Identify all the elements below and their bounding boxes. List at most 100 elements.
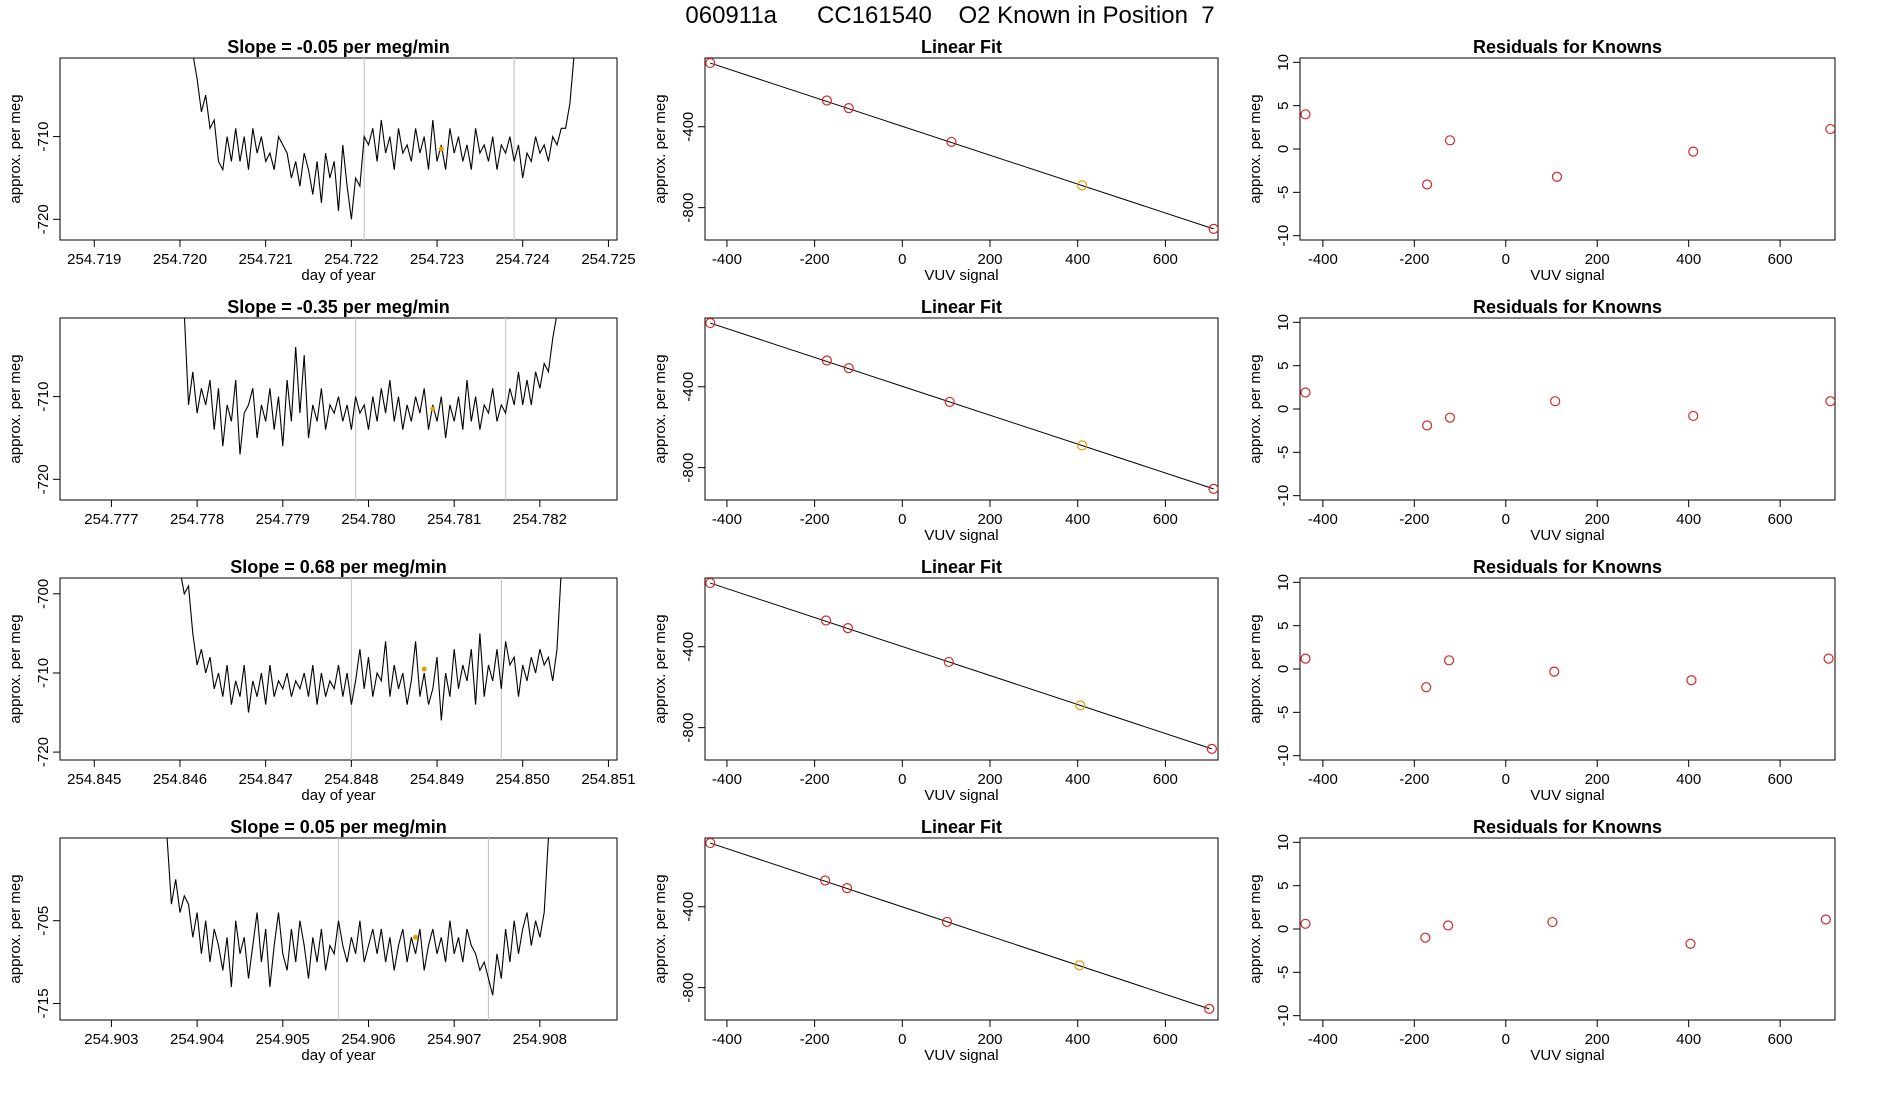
y-tick-label: -400 (680, 892, 697, 922)
data-point (820, 875, 831, 886)
panel-time-series-row-3: Slope = 0.68 per meg/min 254.845 254.846 25… (7, 557, 636, 804)
x-tick-label: 0 (1502, 1031, 1510, 1048)
x-axis-label: VUV signal (1530, 527, 1604, 544)
data-point (820, 615, 832, 626)
y-tick-label: -700 (35, 579, 52, 609)
x-tick-label: 200 (1585, 251, 1610, 268)
x-tick-label: -200 (800, 771, 830, 788)
x-tick-label: 400 (1065, 511, 1090, 528)
fit-line (710, 62, 1214, 230)
fit-line (710, 322, 1214, 490)
y-axis-label: approx. per meg (7, 874, 24, 983)
series-line (180, 578, 562, 721)
mean-marker (413, 934, 419, 940)
plot-area (192, 58, 575, 240)
plot-frame (1299, 57, 1836, 241)
y-axis-label: approx. per meg (1247, 354, 1264, 463)
y-tick-label: 0 (1275, 925, 1292, 933)
panel-title: Slope = -0.05 per meg/min (227, 37, 450, 57)
data-point (705, 318, 716, 329)
panel-title: Linear Fit (921, 557, 1002, 577)
plot-area (1300, 914, 1831, 949)
x-axis-label: day of year (301, 1047, 375, 1064)
x-tick-label: 254.850 (496, 771, 550, 788)
x-tick-label: 254.908 (513, 1031, 567, 1048)
y-axis-label: approx. per meg (652, 354, 669, 463)
x-tick-label: 254.721 (239, 251, 293, 268)
y-tick-label: -400 (680, 112, 697, 142)
x-tick-label: 600 (1768, 511, 1793, 528)
data-point (841, 883, 853, 894)
panel-residuals-row-2: Residuals for Knowns -400 -200 0 200 400 600 -1… (1247, 297, 1836, 544)
y-axis-label: approx. per meg (7, 354, 24, 463)
data-point (1300, 387, 1311, 398)
data-point (843, 363, 854, 374)
plot-area (705, 318, 1218, 494)
y-tick-label: -720 (35, 464, 52, 494)
plot-area (705, 58, 1218, 234)
plot-frame (59, 57, 618, 241)
y-axis-label: approx. per meg (652, 874, 669, 983)
x-tick-label: 0 (1502, 771, 1510, 788)
x-tick-label: -200 (1399, 511, 1429, 528)
y-tick-label: -800 (680, 713, 697, 743)
x-axis-label: VUV signal (1530, 267, 1604, 284)
plot-area (705, 838, 1215, 1014)
data-point (1076, 440, 1088, 451)
data-point (1421, 682, 1432, 693)
data-point (842, 623, 854, 634)
data-point (943, 656, 954, 668)
y-tick-label: 10 (1275, 314, 1292, 331)
x-tick-label: 0 (1502, 251, 1510, 268)
x-tick-label: -400 (1308, 251, 1338, 268)
y-tick-label: 0 (1275, 405, 1292, 413)
y-tick-label: -5 (1275, 446, 1292, 459)
x-tick-label: 254.848 (324, 771, 378, 788)
x-tick-label: 254.847 (239, 771, 293, 788)
data-point (1300, 918, 1311, 929)
x-tick-label: 254.907 (427, 1031, 481, 1048)
plot-frame (59, 577, 618, 761)
y-axis-label: approx. per meg (7, 614, 24, 723)
data-point (1204, 1003, 1215, 1014)
x-axis-label: day of year (301, 267, 375, 284)
x-tick-label: 254.782 (513, 511, 567, 528)
data-point (1547, 916, 1558, 928)
data-point (1825, 123, 1835, 135)
x-tick-label: 254.779 (256, 511, 310, 528)
panel-title: Residuals for Knowns (1473, 297, 1662, 317)
data-point (1443, 920, 1454, 931)
x-tick-label: 254.846 (153, 771, 207, 788)
plot-frame (1299, 837, 1836, 1021)
x-tick-label: 0 (898, 1031, 906, 1048)
x-tick-label: 254.720 (153, 251, 207, 268)
x-tick-label: -400 (712, 771, 742, 788)
x-tick-label: 254.778 (170, 511, 224, 528)
x-tick-label: 0 (898, 251, 906, 268)
y-tick-label: -800 (680, 193, 697, 223)
y-tick-label: 5 (1275, 361, 1292, 369)
data-point (1825, 396, 1835, 407)
plot-frame (1299, 317, 1836, 501)
plot-frame (704, 577, 1219, 761)
plot-area (166, 838, 549, 1020)
fit-line (710, 582, 1213, 750)
data-point (1688, 146, 1699, 157)
data-point (1206, 743, 1217, 754)
y-tick-label: -10 (1275, 485, 1292, 507)
figure-title: 060911a CC161540 O2 Known in Position 7 (685, 2, 1215, 29)
x-axis-label: VUV signal (924, 527, 998, 544)
panel-title: Residuals for Knowns (1473, 817, 1662, 837)
plot-area (1300, 387, 1835, 431)
x-tick-label: 400 (1065, 251, 1090, 268)
series-line (166, 838, 549, 996)
data-point (941, 916, 953, 928)
x-tick-label: 600 (1153, 1031, 1178, 1048)
data-point (1208, 223, 1218, 234)
panel-residuals-row-1: Residuals for Knowns -400 -200 0 200 400 600 -1… (1247, 37, 1836, 284)
data-point (1422, 179, 1433, 190)
data-point (843, 103, 854, 114)
data-point (946, 136, 957, 148)
data-point (1444, 412, 1456, 423)
